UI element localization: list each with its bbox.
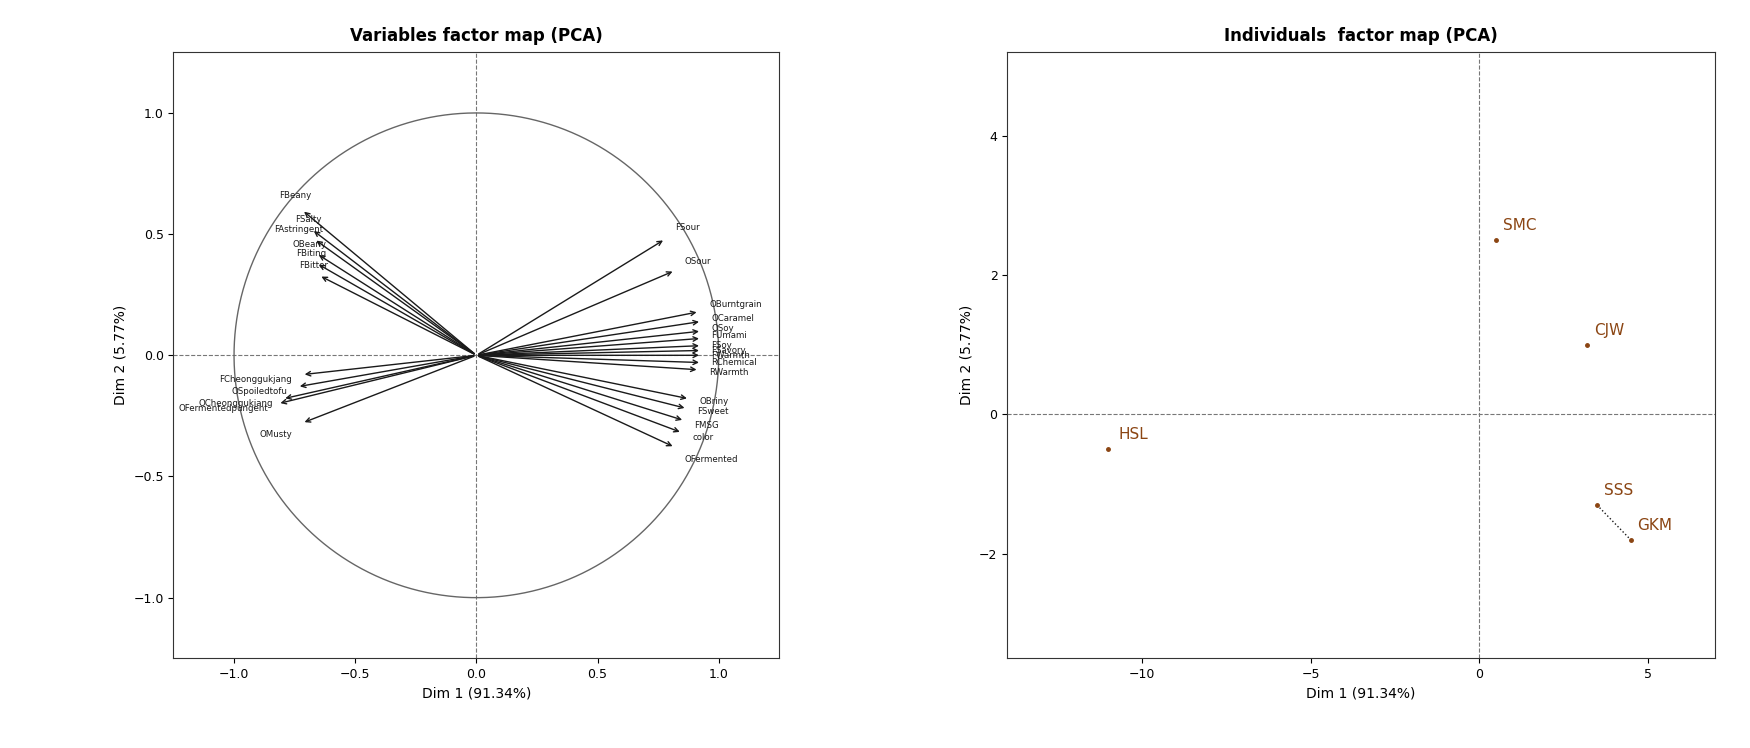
Text: FBeany: FBeany — [280, 191, 312, 200]
Text: FSweet: FSweet — [696, 407, 728, 416]
Text: OFermentedpungent: OFermentedpungent — [178, 404, 268, 413]
Text: SSS: SSS — [1603, 483, 1633, 498]
Title: Individuals  factor map (PCA): Individuals factor map (PCA) — [1225, 27, 1498, 45]
Text: OSour: OSour — [684, 257, 710, 266]
Text: FSoy: FSoy — [712, 341, 732, 350]
Text: OMusty: OMusty — [259, 430, 292, 439]
Text: FAstringent: FAstringent — [275, 225, 324, 234]
Text: SMC: SMC — [1503, 218, 1536, 233]
Text: FCheonggukjang: FCheonggukjang — [219, 375, 292, 384]
Text: OBriny: OBriny — [700, 397, 728, 406]
Text: FMSG: FMSG — [695, 421, 719, 430]
Text: OSpoiledtofu: OSpoiledtofu — [231, 387, 287, 396]
Text: OBurntgrain: OBurntgrain — [709, 300, 761, 309]
Text: GKM: GKM — [1638, 518, 1673, 533]
X-axis label: Dim 1 (91.34%): Dim 1 (91.34%) — [422, 687, 530, 701]
Text: RChemical: RChemical — [712, 358, 758, 367]
Text: FBitter: FBitter — [299, 262, 329, 271]
Text: color: color — [691, 433, 714, 442]
Text: RWarmth: RWarmth — [709, 368, 749, 377]
Text: FSavory: FSavory — [712, 346, 746, 355]
Y-axis label: Dim 2 (5.77%): Dim 2 (5.77%) — [114, 305, 128, 405]
Text: OCaramel: OCaramel — [712, 314, 754, 323]
Text: FSour: FSour — [676, 223, 700, 232]
Text: CJW: CJW — [1594, 323, 1624, 338]
Text: HSL: HSL — [1118, 427, 1148, 442]
Title: Variables factor map (PCA): Variables factor map (PCA) — [350, 27, 602, 45]
Text: FWarmth: FWarmth — [712, 351, 751, 360]
Y-axis label: Dim 2 (5.77%): Dim 2 (5.77%) — [959, 305, 973, 405]
Text: OFermented: OFermented — [684, 455, 738, 464]
X-axis label: Dim 1 (91.34%): Dim 1 (91.34%) — [1307, 687, 1416, 701]
Text: FBiting: FBiting — [296, 249, 326, 258]
Text: FUmami: FUmami — [712, 331, 747, 340]
Text: OCheonggukjang: OCheonggukjang — [198, 399, 273, 408]
Text: OBeany: OBeany — [292, 239, 326, 248]
Text: OSoy: OSoy — [712, 324, 733, 333]
Text: FSalty: FSalty — [294, 215, 322, 224]
